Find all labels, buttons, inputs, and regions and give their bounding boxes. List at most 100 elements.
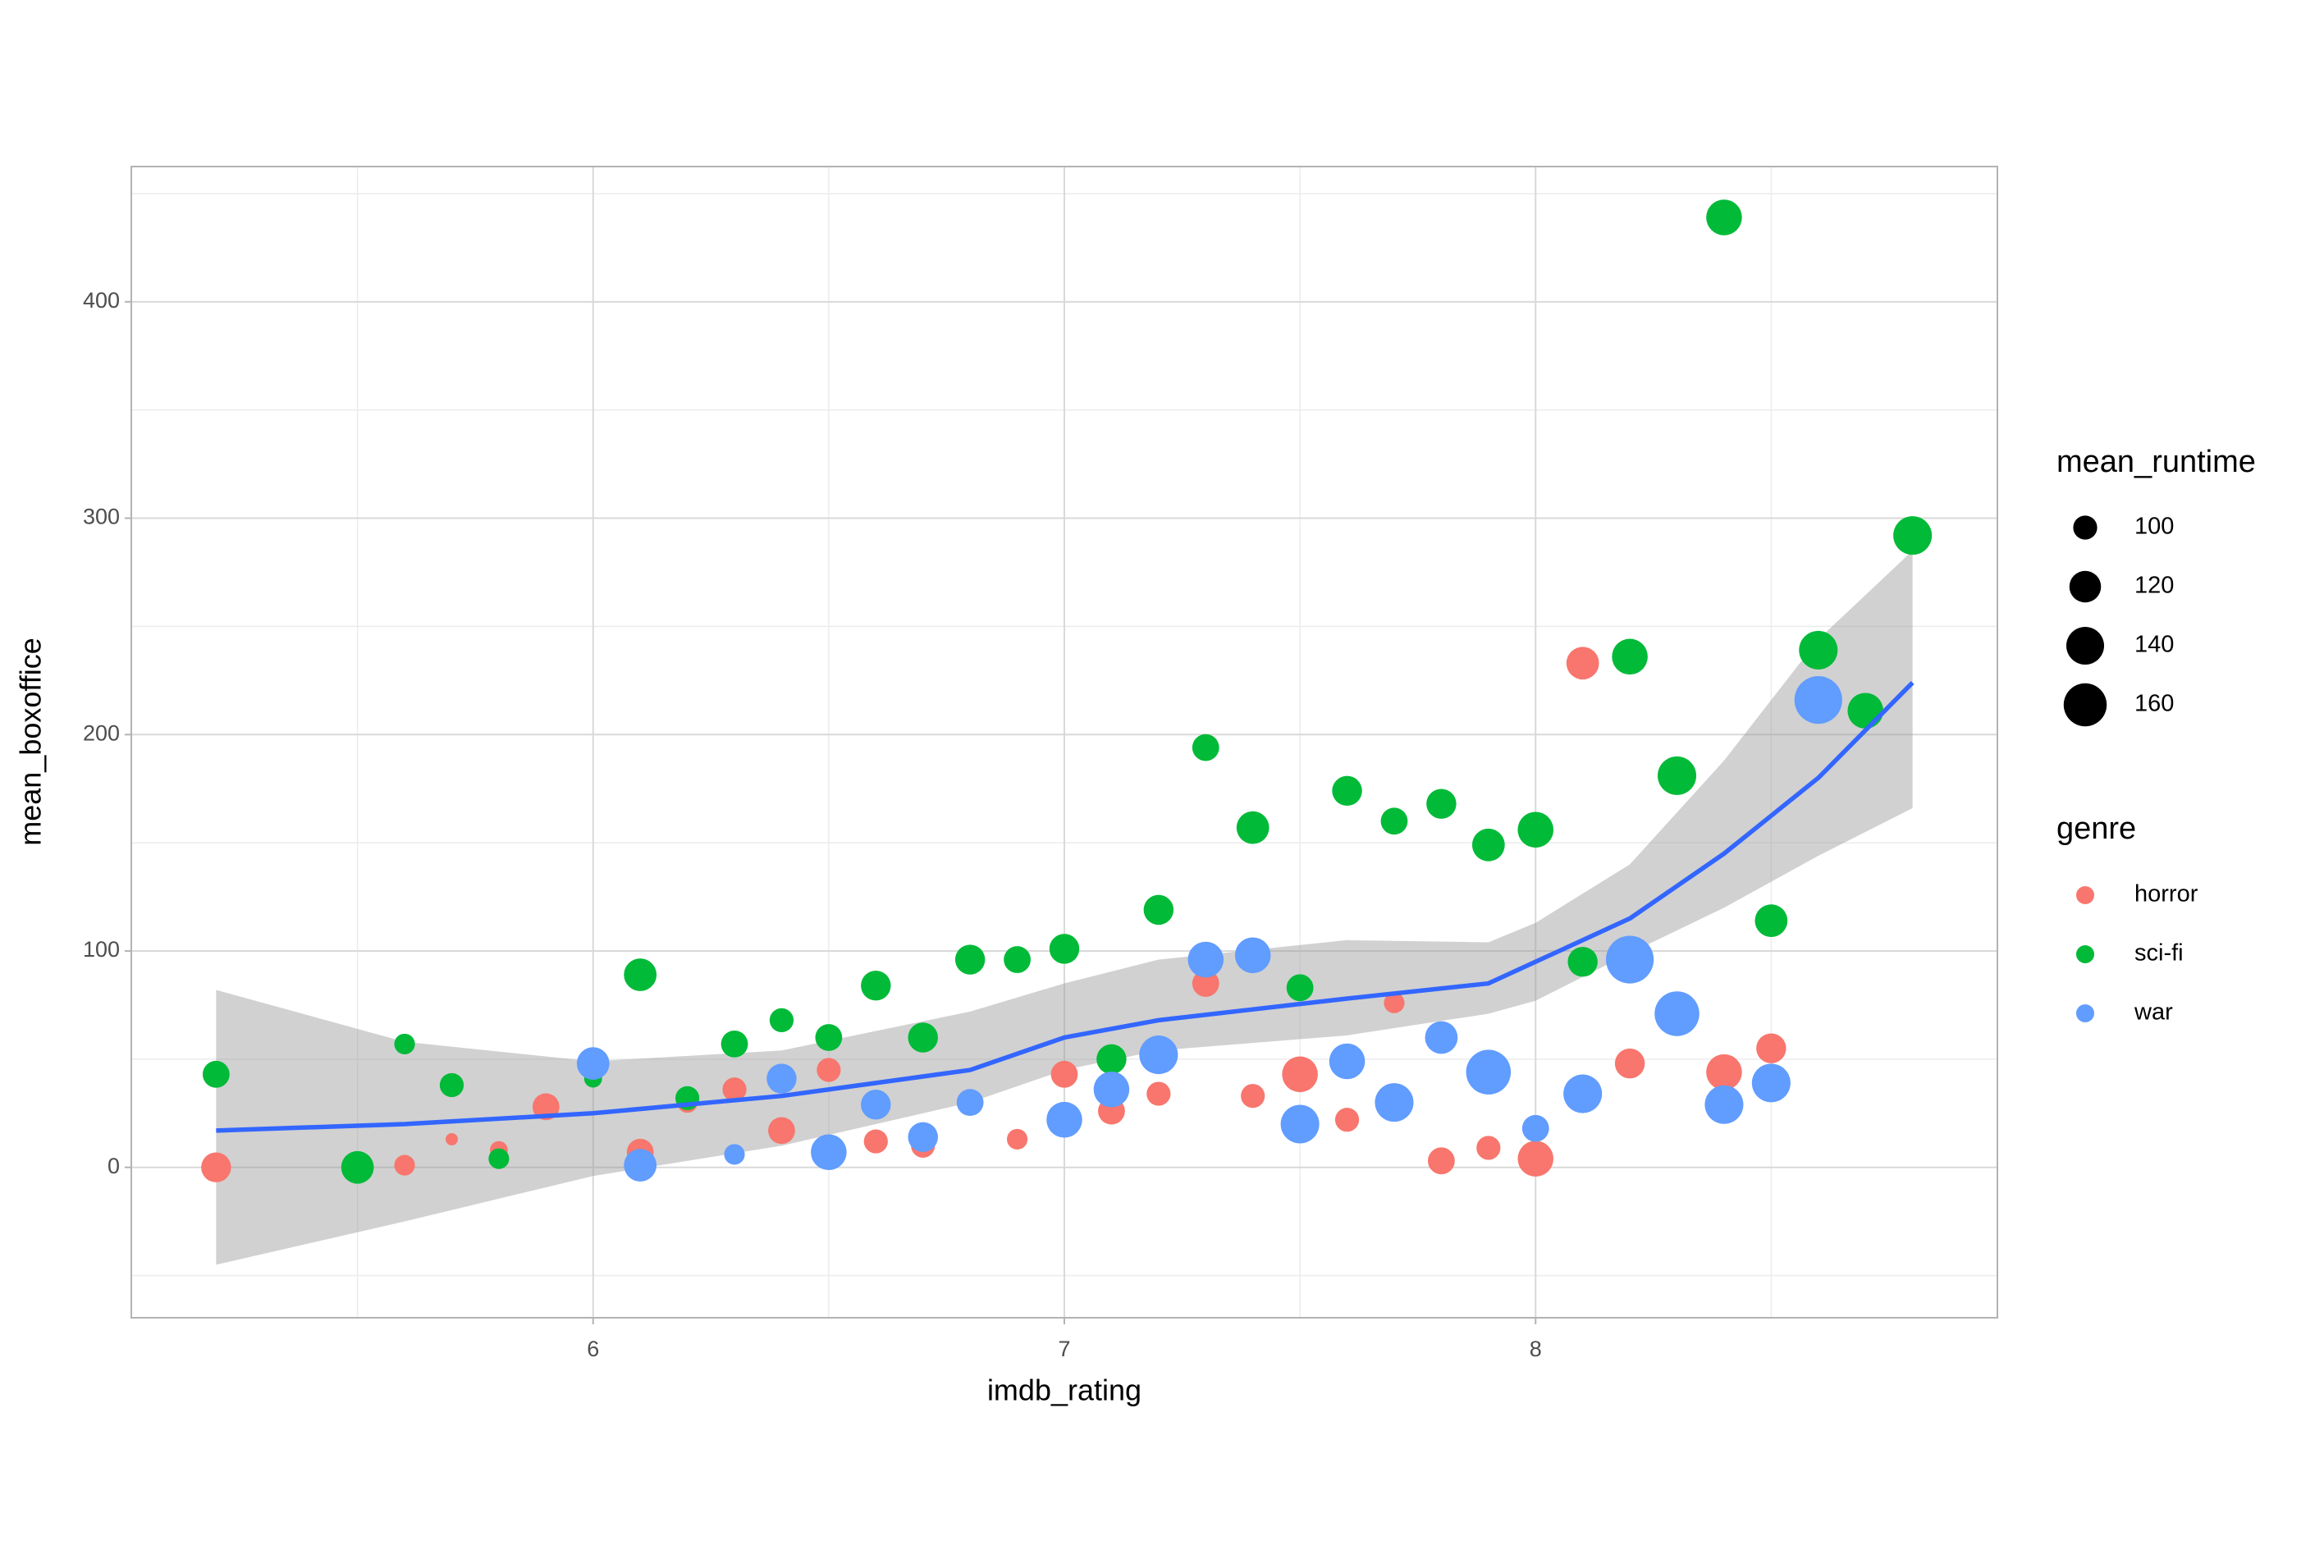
point [1280, 1104, 1320, 1144]
point [1236, 811, 1270, 844]
point [1375, 1083, 1414, 1122]
point [815, 1024, 843, 1051]
point [1192, 970, 1219, 997]
point [439, 1072, 464, 1098]
y-axis-title: mean_boxoffice [14, 638, 48, 846]
point [954, 944, 986, 975]
point [863, 1129, 888, 1154]
point [769, 1008, 794, 1032]
point [1234, 937, 1271, 974]
point [1380, 807, 1408, 835]
point [1657, 756, 1697, 795]
point [1706, 199, 1742, 235]
point [1706, 1054, 1742, 1090]
point [1567, 946, 1598, 977]
point [1606, 935, 1654, 984]
point [1654, 991, 1700, 1036]
point [861, 970, 891, 1001]
marks [201, 199, 1933, 1265]
size-legend-key [2069, 570, 2102, 603]
confidence-band [216, 551, 1913, 1265]
point [1004, 946, 1031, 973]
point [811, 1134, 847, 1171]
point [1521, 1114, 1549, 1142]
point [861, 1090, 891, 1120]
point [394, 1154, 415, 1176]
y-tick-label: 400 [83, 288, 120, 313]
point [1471, 828, 1505, 862]
point [1007, 1128, 1028, 1150]
color-legend-label: horror [2134, 881, 2198, 907]
x-tick-label: 8 [1530, 1337, 1542, 1361]
point [1241, 1084, 1265, 1109]
point [1046, 1101, 1082, 1138]
point [1704, 1085, 1744, 1124]
color-legend-key [2076, 945, 2094, 963]
size-legend-key [2063, 683, 2107, 727]
point [1566, 647, 1599, 680]
point [1517, 811, 1554, 848]
color-legend-label: war [2134, 999, 2173, 1026]
point [1332, 775, 1362, 807]
point [1049, 934, 1080, 964]
point [1139, 1035, 1178, 1075]
size-legend-key [2066, 626, 2105, 665]
point [1427, 1147, 1455, 1175]
point [1192, 734, 1219, 761]
point [766, 1063, 797, 1094]
point [722, 1077, 747, 1102]
point [576, 1047, 610, 1081]
point [908, 1022, 938, 1053]
point [1425, 1021, 1458, 1054]
point [1187, 941, 1224, 978]
color-legend-key [2076, 886, 2094, 904]
point [1050, 1060, 1078, 1088]
point [1466, 1049, 1512, 1095]
x-tick-label: 6 [587, 1337, 599, 1361]
smooth-line [216, 681, 1915, 1133]
point [721, 1030, 748, 1058]
y-tick-label: 100 [83, 937, 120, 962]
size-legend-key [2073, 515, 2098, 540]
point [1893, 516, 1933, 555]
point [201, 1152, 231, 1182]
x-tick-label: 7 [1058, 1337, 1070, 1361]
point [1517, 1141, 1554, 1177]
point [724, 1144, 745, 1165]
grid: 0 100 200 300 400 6 7 8 [83, 167, 1997, 1361]
point [624, 958, 657, 991]
y-tick-label: 200 [83, 720, 120, 745]
x-axis-title: imdb_rating [987, 1374, 1141, 1407]
point [1282, 1056, 1318, 1093]
point [1563, 1074, 1603, 1113]
point [624, 1149, 657, 1182]
point [1754, 904, 1788, 937]
y-tick-label: 0 [108, 1154, 120, 1178]
point [446, 1132, 458, 1145]
point [817, 1058, 841, 1082]
point [1426, 789, 1457, 819]
point [1093, 1071, 1130, 1108]
size-legend-label: 100 [2134, 514, 2174, 540]
point [1334, 1108, 1360, 1132]
point [1143, 894, 1174, 926]
point [341, 1150, 374, 1184]
point [1384, 992, 1405, 1013]
size-legend-title: mean_runtime [2056, 445, 2256, 479]
point [908, 1122, 938, 1153]
point [1476, 1136, 1501, 1160]
y-tick-label: 300 [83, 505, 120, 529]
point [956, 1089, 984, 1116]
point [1751, 1063, 1791, 1103]
panel-border [130, 166, 1998, 1319]
point [488, 1148, 510, 1169]
point [202, 1060, 230, 1088]
size-legend-label: 140 [2134, 632, 2174, 658]
point [394, 1033, 415, 1054]
point [1794, 675, 1842, 725]
point [1286, 974, 1314, 1002]
point [768, 1117, 795, 1145]
color-legend-title: genre [2056, 811, 2136, 846]
